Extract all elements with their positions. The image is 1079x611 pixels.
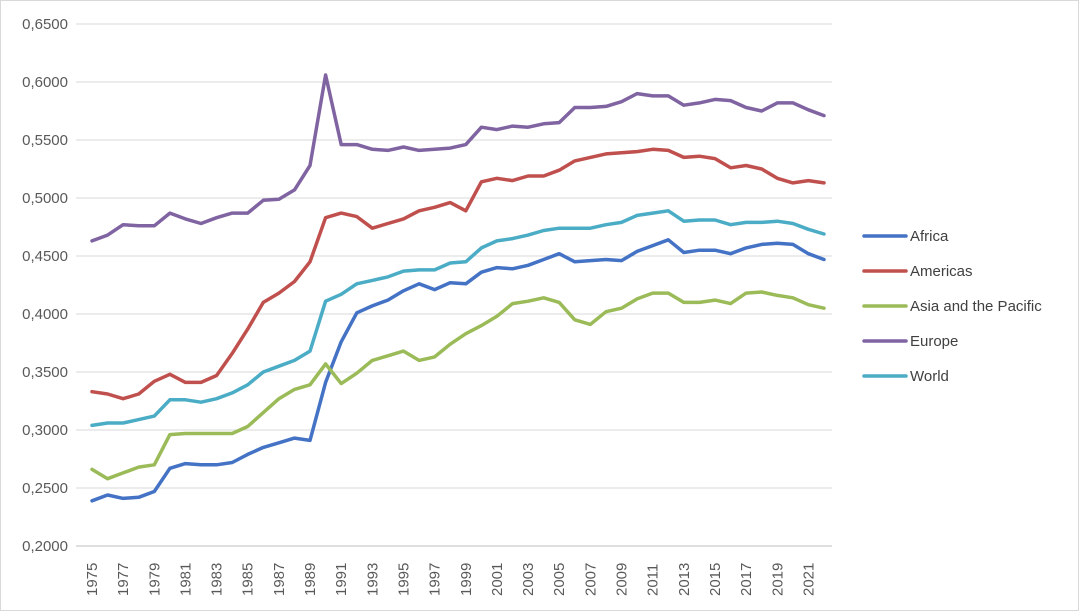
x-tick-label: 2003 [520,563,537,596]
x-axis-ticks: 1975 1977 1979 1981 1983 1985 1987 1989 1991 1993… [84,563,817,596]
x-tick-label: 1997 [427,563,444,596]
y-tick-label: 0,4500 [22,248,68,265]
gridlines [76,23,832,489]
x-tick-label: 2011 [645,564,662,596]
x-tick-label: 1999 [458,563,475,596]
series-line-africa [90,238,826,503]
x-tick-label: 1975 [84,563,101,596]
series-line-americas [90,147,826,401]
x-tick-label: 2007 [582,563,599,596]
x-tick-label: 1977 [115,563,132,596]
x-tick-label: 2013 [676,563,693,596]
x-tick-label: 1995 [395,563,412,596]
legend-label: World [910,368,949,385]
x-tick-label: 1983 [209,563,226,596]
y-tick-label: 0,6500 [22,16,68,33]
y-tick-label: 0,4000 [22,306,68,323]
y-tick-label: 0,5000 [22,190,68,207]
y-tick-label: 0,6000 [22,74,68,91]
x-tick-label: 2015 [707,563,724,596]
x-tick-label: 2001 [489,563,506,596]
series-lines [90,73,826,503]
x-tick-label: 1979 [146,563,163,596]
y-tick-label: 0,2000 [22,538,68,555]
legend: Africa Americas Asia and the Pacific Europe… [862,228,1042,385]
series-line-world [90,209,826,428]
legend-label: Asia and the Pacific [910,298,1042,315]
x-tick-label: 1981 [177,563,194,596]
x-tick-label: 1985 [240,563,257,596]
x-tick-label: 1989 [302,563,319,596]
y-tick-label: 0,2500 [22,480,68,497]
x-tick-label: 1993 [364,563,381,596]
y-tick-label: 0,5500 [22,132,68,149]
y-axis-ticks: 0,2000 0,2500 0,3000 0,3500 0,4000 0,4500 0,50… [22,16,68,555]
x-tick-label: 2005 [551,563,568,596]
series-line-asia-and-the-pacific [90,290,826,481]
x-tick-label: 1991 [333,563,350,596]
y-tick-label: 0,3500 [22,364,68,381]
x-tick-label: 2017 [738,563,755,596]
legend-label: Americas [910,263,973,280]
legend-label: Europe [910,333,958,350]
x-tick-label: 1987 [271,563,288,596]
legend-label: Africa [910,228,949,245]
x-tick-label: 2019 [769,563,786,596]
x-tick-label: 2021 [800,563,817,596]
x-tick-label: 2009 [614,563,631,596]
y-tick-label: 0,3000 [22,422,68,439]
series-line-europe [90,73,826,243]
